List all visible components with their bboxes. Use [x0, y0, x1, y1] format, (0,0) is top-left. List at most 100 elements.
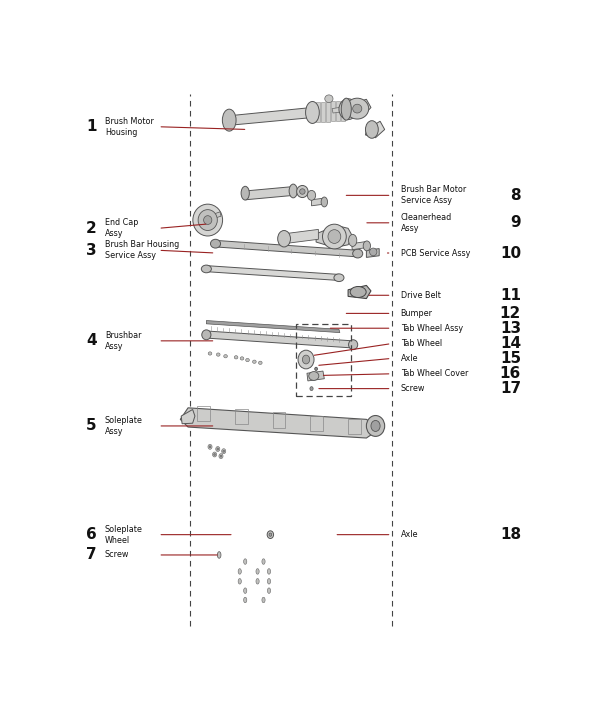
Ellipse shape: [201, 265, 211, 273]
Text: 17: 17: [500, 381, 521, 396]
Text: 11: 11: [500, 288, 521, 303]
Ellipse shape: [253, 360, 256, 364]
Ellipse shape: [341, 98, 351, 120]
Polygon shape: [341, 101, 345, 120]
Text: 6: 6: [86, 527, 97, 542]
Ellipse shape: [353, 249, 363, 258]
Polygon shape: [343, 99, 371, 118]
Ellipse shape: [267, 530, 274, 538]
Polygon shape: [348, 285, 371, 299]
Ellipse shape: [307, 190, 316, 200]
Polygon shape: [245, 187, 294, 200]
Text: PCB Service Assy: PCB Service Assy: [401, 249, 470, 257]
Text: 2: 2: [86, 221, 97, 236]
Text: Drive Belt: Drive Belt: [401, 291, 441, 299]
Text: Bumper: Bumper: [401, 309, 432, 318]
Ellipse shape: [256, 569, 259, 574]
Ellipse shape: [224, 354, 227, 358]
Polygon shape: [365, 121, 385, 138]
Text: 14: 14: [500, 336, 521, 351]
Bar: [348, 419, 361, 434]
Text: 1: 1: [86, 119, 96, 134]
Bar: [310, 416, 323, 431]
Text: 7: 7: [86, 548, 96, 563]
Polygon shape: [206, 266, 339, 280]
Ellipse shape: [240, 356, 244, 360]
Ellipse shape: [269, 533, 272, 536]
Polygon shape: [312, 198, 325, 206]
Text: Brush Bar Housing
Service Assy: Brush Bar Housing Service Assy: [105, 240, 179, 260]
Ellipse shape: [211, 240, 221, 248]
Ellipse shape: [323, 224, 346, 249]
Text: Brush Motor
Housing: Brush Motor Housing: [105, 117, 154, 137]
Ellipse shape: [202, 330, 211, 340]
Ellipse shape: [234, 356, 238, 359]
Polygon shape: [181, 408, 380, 438]
Ellipse shape: [349, 340, 358, 349]
Polygon shape: [336, 101, 340, 121]
Ellipse shape: [371, 421, 380, 431]
Ellipse shape: [241, 186, 250, 200]
Polygon shape: [206, 321, 340, 332]
Ellipse shape: [349, 235, 357, 247]
Polygon shape: [322, 102, 325, 122]
Text: Screw: Screw: [105, 550, 129, 560]
Text: 5: 5: [86, 419, 96, 434]
Polygon shape: [316, 225, 353, 247]
Ellipse shape: [223, 450, 225, 452]
Ellipse shape: [217, 552, 221, 558]
Ellipse shape: [222, 448, 226, 453]
Ellipse shape: [346, 98, 369, 119]
Text: Axle: Axle: [401, 530, 418, 539]
Ellipse shape: [217, 353, 220, 356]
Ellipse shape: [256, 578, 259, 584]
Text: Axle: Axle: [401, 354, 418, 363]
Ellipse shape: [328, 230, 341, 243]
Text: 13: 13: [500, 321, 521, 336]
Bar: [197, 406, 210, 421]
Ellipse shape: [334, 274, 344, 282]
Text: Tab Wheel Assy: Tab Wheel Assy: [401, 324, 463, 333]
Ellipse shape: [321, 197, 327, 207]
Ellipse shape: [306, 101, 319, 123]
Ellipse shape: [208, 352, 212, 355]
Bar: [273, 412, 286, 428]
Ellipse shape: [339, 98, 357, 120]
Ellipse shape: [314, 367, 317, 371]
Text: Brushbar
Assy: Brushbar Assy: [105, 331, 142, 351]
Ellipse shape: [245, 359, 250, 361]
Polygon shape: [206, 331, 353, 348]
Polygon shape: [284, 230, 319, 244]
Ellipse shape: [363, 241, 371, 251]
Ellipse shape: [309, 371, 319, 380]
Polygon shape: [215, 240, 358, 257]
Ellipse shape: [244, 559, 247, 564]
Polygon shape: [366, 249, 379, 257]
Ellipse shape: [238, 578, 241, 584]
Text: Tab Wheel Cover: Tab Wheel Cover: [401, 369, 468, 379]
Ellipse shape: [267, 569, 271, 574]
Polygon shape: [307, 371, 324, 381]
Ellipse shape: [217, 448, 219, 450]
Text: Soleplate
Wheel: Soleplate Wheel: [105, 525, 143, 545]
Polygon shape: [229, 108, 314, 125]
Text: End Cap
Assy: End Cap Assy: [105, 218, 138, 238]
Text: Soleplate
Assy: Soleplate Assy: [105, 416, 143, 436]
Ellipse shape: [267, 578, 271, 584]
Ellipse shape: [369, 248, 377, 256]
Text: 15: 15: [500, 351, 521, 366]
Ellipse shape: [298, 350, 314, 369]
Text: Tab Wheel: Tab Wheel: [401, 339, 442, 348]
Polygon shape: [326, 102, 330, 121]
Text: 10: 10: [500, 245, 521, 260]
Ellipse shape: [214, 453, 215, 456]
Polygon shape: [332, 106, 347, 113]
Text: Brush Bar Motor
Service Assy: Brush Bar Motor Service Assy: [401, 185, 466, 205]
Polygon shape: [316, 102, 320, 122]
Ellipse shape: [212, 452, 217, 457]
Ellipse shape: [267, 588, 271, 593]
Text: 16: 16: [500, 366, 521, 381]
Ellipse shape: [222, 109, 236, 131]
Ellipse shape: [350, 287, 366, 297]
Bar: [296, 324, 351, 396]
